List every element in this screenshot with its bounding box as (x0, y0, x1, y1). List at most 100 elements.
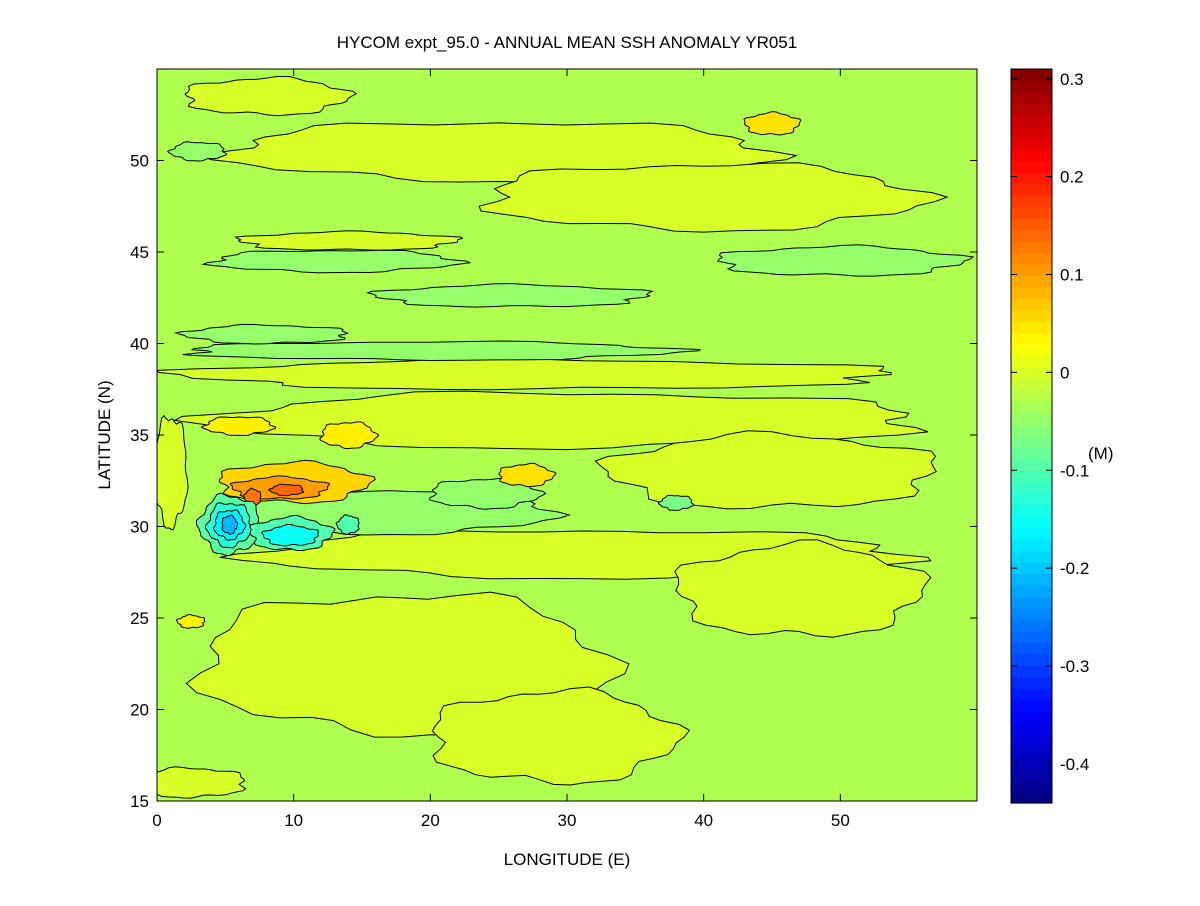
y-tick-label: 15 (130, 792, 149, 811)
colorbar-swatch (1011, 332, 1052, 345)
contour-region (201, 249, 472, 274)
colorbar-swatch (1011, 699, 1052, 712)
x-axis-label: LONGITUDE (E) (504, 850, 631, 869)
contour-region (478, 162, 949, 233)
colorbar-swatch (1011, 722, 1052, 735)
colorbar-swatch (1011, 160, 1052, 173)
colorbar-swatch (1011, 378, 1052, 391)
colorbar-swatch (1011, 206, 1052, 219)
colorbar-swatch (1011, 458, 1052, 472)
colorbar-swatch (1011, 229, 1052, 242)
contour-region (157, 766, 247, 799)
colorbar-swatch (1011, 653, 1052, 666)
colorbar-swatch (1011, 137, 1052, 150)
contour-region (166, 141, 228, 162)
contour-region (716, 244, 975, 277)
contour-region (157, 357, 892, 391)
x-tick-label: 30 (558, 811, 577, 830)
colorbar-swatch (1011, 413, 1052, 426)
colorbar-swatch (1011, 69, 1052, 82)
colorbar-swatch (1011, 573, 1052, 586)
contour-region (594, 430, 938, 510)
colorbar-swatch (1011, 676, 1052, 689)
y-tick-label: 40 (130, 335, 149, 354)
y-tick-label: 30 (130, 518, 149, 537)
colorbar-swatch (1011, 734, 1052, 747)
colorbar-swatch (1011, 80, 1052, 93)
colorbar-swatch (1011, 539, 1052, 552)
colorbar-swatch (1011, 596, 1052, 609)
colorbar: -0.4 -0.3 -0.2 -0.1 0 0.1 0.2 0.3 (1010, 68, 1089, 804)
colorbar-swatch (1011, 275, 1052, 288)
y-tick-label: 45 (130, 243, 149, 262)
colorbar-frame (1010, 68, 1053, 804)
colorbar-swatch (1011, 355, 1052, 368)
colorbar-swatch (1011, 470, 1052, 483)
contour-region (184, 75, 358, 117)
contour-region (498, 462, 557, 488)
contour-region (267, 483, 305, 497)
x-tick-label: 10 (284, 811, 303, 830)
x-tick-label: 0 (152, 811, 161, 830)
contour-region (335, 514, 360, 535)
colorbar-swatch (1011, 481, 1052, 494)
colorbar-swatch (1011, 791, 1052, 804)
y-tick-label: 35 (130, 426, 149, 445)
colorbar-label: (M) (1088, 444, 1113, 463)
colorbar-swatch (1011, 172, 1052, 185)
contour-region (365, 283, 654, 308)
contour-region (157, 415, 189, 531)
contour-region (234, 230, 464, 251)
colorbar-swatch (1011, 218, 1052, 231)
contour-region (657, 494, 695, 511)
colorbar-swatch (1011, 252, 1052, 265)
y-tick-label: 20 (130, 701, 149, 720)
colorbar-swatch (1011, 298, 1052, 311)
contour-region (200, 416, 277, 437)
colorbar-swatch (1011, 126, 1052, 139)
colorbar-swatch (1011, 608, 1052, 621)
contour-region (319, 421, 380, 450)
contour-region (431, 686, 691, 786)
colorbar-swatch (1011, 401, 1052, 414)
colorbar-swatch (1011, 367, 1052, 380)
colorbar-swatch (1011, 585, 1052, 598)
colorbar-swatch (1011, 665, 1052, 678)
colorbar-tick-label: -0.2 (1060, 559, 1089, 578)
contour-region (221, 514, 239, 535)
y-axis-label: LATITUDE (N) (95, 380, 114, 489)
colorbar-swatch (1011, 241, 1052, 254)
colorbar-swatch (1011, 424, 1052, 437)
colorbar-swatch (1011, 630, 1052, 644)
colorbar-swatch (1011, 711, 1052, 724)
colorbar-swatch (1011, 768, 1052, 781)
colorbar-swatch (1011, 183, 1052, 196)
x-tick-label: 50 (831, 811, 850, 830)
colorbar-swatch (1011, 149, 1052, 162)
colorbar-swatch (1011, 436, 1052, 449)
colorbar-swatch (1011, 516, 1052, 529)
colorbar-swatch (1011, 504, 1052, 517)
contour-region (743, 111, 802, 136)
colorbar-swatch (1011, 562, 1052, 575)
colorbar-tick-label: -0.3 (1060, 657, 1089, 676)
colorbar-tick-label: -0.1 (1060, 461, 1089, 480)
colorbar-swatch (1011, 688, 1052, 701)
contour-region (261, 524, 320, 547)
contour-fields (157, 75, 975, 799)
contour-region (182, 340, 701, 362)
x-tick-label: 20 (421, 811, 440, 830)
colorbar-swatch (1011, 286, 1052, 299)
x-tick-label: 40 (694, 811, 713, 830)
colorbar-swatch (1011, 103, 1052, 116)
y-tick-label: 50 (130, 152, 149, 171)
colorbar-swatch (1011, 642, 1052, 655)
colorbar-swatch (1011, 447, 1052, 460)
colorbar-swatch (1011, 780, 1052, 793)
colorbar-tick-label: 0.2 (1060, 168, 1084, 187)
x-axis: 0 10 20 30 40 50 (152, 69, 850, 830)
colorbar-swatch (1011, 114, 1052, 127)
colorbar-tick-label: 0.1 (1060, 266, 1084, 285)
